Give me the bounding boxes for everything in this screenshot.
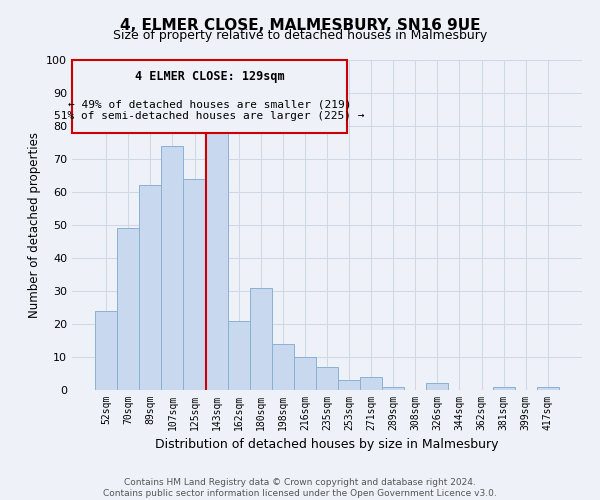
Bar — [272, 344, 294, 390]
Bar — [184, 179, 206, 390]
Bar — [95, 311, 117, 390]
Bar — [382, 386, 404, 390]
Bar — [139, 186, 161, 390]
Y-axis label: Number of detached properties: Number of detached properties — [28, 132, 41, 318]
Bar — [294, 357, 316, 390]
Bar — [117, 228, 139, 390]
FancyBboxPatch shape — [72, 60, 347, 132]
Bar — [360, 377, 382, 390]
Text: Size of property relative to detached houses in Malmesbury: Size of property relative to detached ho… — [113, 29, 487, 42]
Bar — [161, 146, 184, 390]
Bar — [338, 380, 360, 390]
Text: ← 49% of detached houses are smaller (219)
51% of semi-detached houses are large: ← 49% of detached houses are smaller (21… — [55, 100, 365, 121]
Bar — [227, 320, 250, 390]
X-axis label: Distribution of detached houses by size in Malmesbury: Distribution of detached houses by size … — [155, 438, 499, 452]
Bar — [206, 130, 227, 390]
Bar — [427, 384, 448, 390]
Bar — [316, 367, 338, 390]
Text: Contains HM Land Registry data © Crown copyright and database right 2024.
Contai: Contains HM Land Registry data © Crown c… — [103, 478, 497, 498]
Bar — [493, 386, 515, 390]
Bar — [537, 386, 559, 390]
Bar — [250, 288, 272, 390]
Text: 4, ELMER CLOSE, MALMESBURY, SN16 9UE: 4, ELMER CLOSE, MALMESBURY, SN16 9UE — [120, 18, 480, 32]
Text: 4 ELMER CLOSE: 129sqm: 4 ELMER CLOSE: 129sqm — [135, 70, 284, 83]
